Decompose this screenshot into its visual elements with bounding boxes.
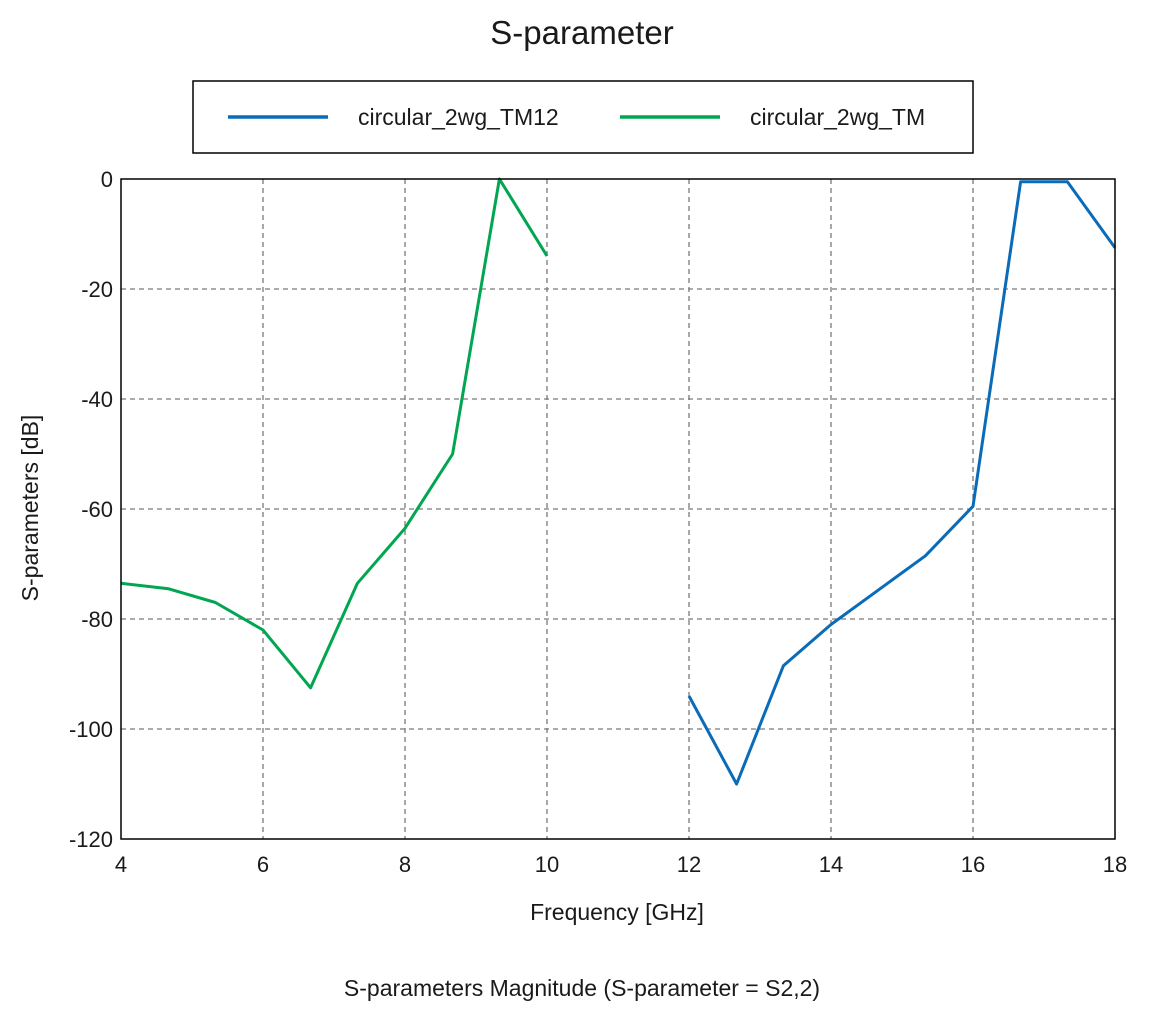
plot-frame: [120, 178, 1116, 840]
x-tick-label: 16: [961, 852, 985, 877]
y-tick-label: -20: [81, 277, 113, 302]
y-tick-label: 0: [101, 167, 113, 192]
x-tick-label: 10: [535, 852, 559, 877]
x-tick-label: 8: [399, 852, 411, 877]
x-tick-label: 4: [115, 852, 127, 877]
chart-title: S-parameter: [490, 14, 673, 51]
x-tick-label: 18: [1103, 852, 1127, 877]
x-tick-label: 12: [677, 852, 701, 877]
y-tick-label: -60: [81, 497, 113, 522]
y-tick-label: -100: [69, 717, 113, 742]
x-axis-label: Frequency [GHz]: [530, 899, 704, 925]
series-line-1: [120, 177, 549, 690]
legend-label-tm: circular_2wg_TM: [750, 104, 925, 130]
x-tick-label: 6: [257, 852, 269, 877]
series-line-0: [687, 180, 1117, 786]
x-tick-label: 14: [819, 852, 843, 877]
legend-label-tm12: circular_2wg_TM12: [358, 104, 559, 130]
y-tick-label: -120: [69, 827, 113, 852]
chart-caption: S-parameters Magnitude (S-parameter = S2…: [344, 975, 820, 1001]
axis-ticks: 4 6 8 10 12 14 16 18 0 -20 -40 -60 -80 -100 -120: [69, 167, 1127, 877]
y-tick-label: -80: [81, 607, 113, 632]
y-tick-label: -40: [81, 387, 113, 412]
grid: [121, 179, 1115, 839]
plot-series: [120, 177, 1117, 786]
y-axis-label: S-parameters [dB]: [17, 415, 43, 602]
legend: circular_2wg_TM12 circular_2wg_TM: [192, 80, 974, 154]
